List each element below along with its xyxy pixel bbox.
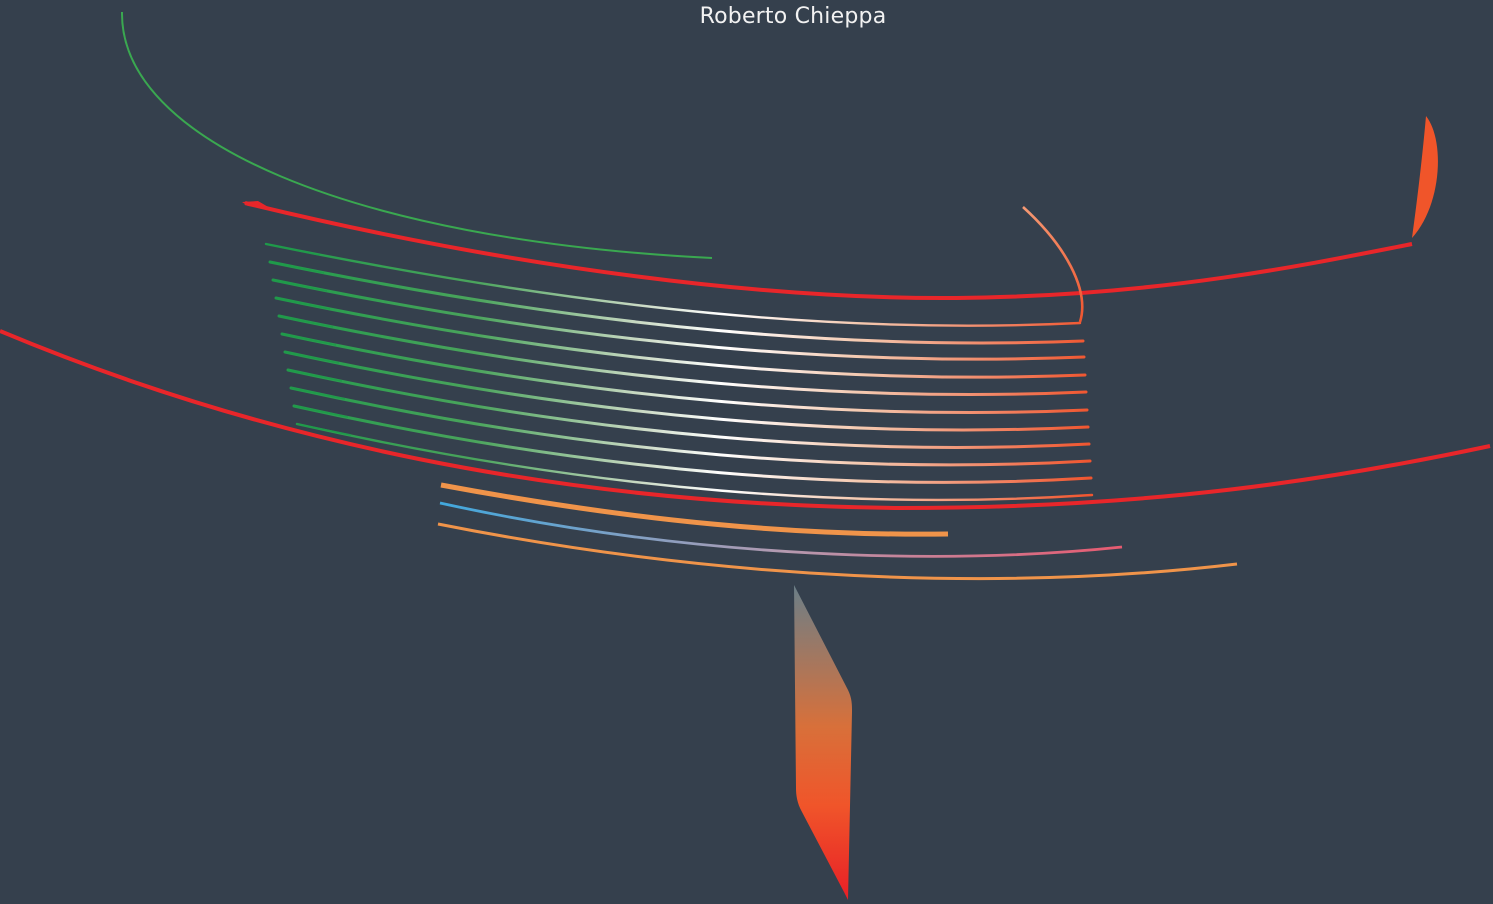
gradient-fin <box>794 585 852 900</box>
orange-thin-arc <box>437 522 1238 581</box>
author-name: Roberto Chieppa <box>699 4 887 29</box>
green-arc <box>120 11 713 259</box>
red-upper-arc <box>244 201 1413 300</box>
wave-lines-tips <box>265 243 352 436</box>
orange-hook-arc <box>1022 206 1084 323</box>
orange-fin-top-right <box>1412 116 1438 238</box>
blue-pink-arc <box>439 501 1123 558</box>
red-long-arc <box>0 329 1491 511</box>
wave-lines-group <box>264 242 1094 502</box>
orange-thick-arc <box>440 482 949 537</box>
